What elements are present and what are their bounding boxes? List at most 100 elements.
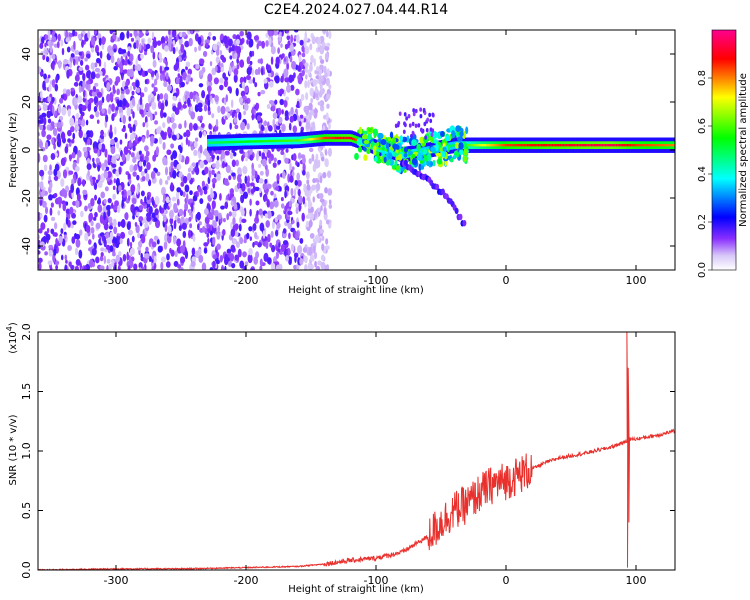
noise-dot	[221, 160, 226, 169]
noise-dot	[302, 156, 306, 165]
noise-dot	[99, 265, 105, 270]
line-core	[606, 144, 609, 147]
line-core	[303, 138, 307, 142]
noise-dot	[85, 146, 91, 152]
noise-dot	[145, 150, 150, 157]
upper-blob	[403, 122, 407, 128]
noise-dot	[206, 222, 210, 229]
noise-dot	[67, 108, 71, 117]
noise-dot	[91, 91, 97, 97]
noise-dot	[40, 51, 45, 56]
scatter-blob	[374, 156, 378, 162]
scatter-blob	[432, 159, 436, 167]
noise-dot	[197, 186, 202, 193]
noise-dot	[230, 221, 233, 230]
noise-dot	[63, 222, 67, 231]
noise-dot	[145, 30, 149, 35]
noise-dot	[289, 257, 292, 263]
line-core	[531, 144, 534, 147]
noise-dot	[140, 234, 146, 244]
noise-dot	[203, 242, 209, 247]
noise-dot	[39, 181, 44, 190]
noise-dot	[315, 153, 319, 162]
noise-dot	[184, 94, 188, 100]
noise-dot	[157, 245, 163, 253]
noise-dot	[262, 182, 268, 191]
noise-dot	[38, 104, 41, 110]
noise-dot	[320, 261, 326, 270]
noise-dot	[267, 257, 272, 265]
noise-dot	[308, 246, 313, 257]
noise-dot	[236, 45, 242, 55]
noise-dot	[301, 52, 306, 58]
noise-dot	[91, 248, 97, 256]
line-core	[501, 144, 505, 147]
line-core	[481, 144, 484, 147]
noise-dot	[307, 200, 313, 209]
noise-dot	[156, 40, 162, 46]
noise-dot	[250, 188, 255, 195]
noise-dot	[251, 113, 255, 121]
noise-dot	[300, 93, 305, 101]
noise-dot	[142, 159, 147, 167]
noise-dot	[54, 110, 57, 117]
noise-dot	[119, 112, 124, 118]
noise-dot	[122, 253, 127, 262]
line-core	[344, 136, 347, 140]
noise-dot	[278, 37, 282, 42]
noise-dot	[82, 80, 86, 89]
noise-dot	[141, 266, 146, 270]
noise-dot	[103, 171, 109, 179]
line-core	[534, 144, 537, 147]
line-core	[509, 144, 513, 147]
noise-dot	[60, 254, 64, 261]
noise-dot	[232, 217, 236, 226]
noise-dot	[275, 251, 280, 260]
noise-dot	[173, 235, 177, 245]
noise-dot	[68, 261, 72, 267]
upper-blob	[405, 116, 409, 121]
scatter-blob	[458, 142, 464, 150]
noise-dot	[242, 95, 247, 100]
noise-dot	[274, 75, 280, 84]
noise-dot	[288, 200, 293, 208]
noise-dot	[100, 252, 104, 257]
noise-dot	[290, 34, 294, 44]
noise-dot	[126, 251, 129, 261]
noise-dot	[304, 62, 309, 68]
noise-dot	[224, 76, 229, 82]
noise-dot	[224, 150, 230, 156]
noise-dot	[156, 127, 162, 134]
noise-dot	[204, 208, 209, 216]
noise-dot	[48, 244, 53, 249]
noise-dot	[163, 192, 166, 202]
noise-dot	[223, 80, 228, 88]
noise-dot	[41, 200, 47, 208]
noise-dot	[323, 65, 327, 74]
noise-dot	[180, 245, 185, 254]
line-core	[612, 144, 615, 147]
line-core	[242, 140, 246, 143]
scatter-blob	[450, 157, 454, 163]
line-core	[302, 138, 305, 142]
noise-dot	[198, 130, 203, 139]
noise-dot	[126, 30, 130, 39]
line-core	[210, 141, 213, 144]
noise-dot	[256, 210, 259, 216]
upper-blob	[426, 117, 430, 122]
scatter-blob	[441, 150, 446, 158]
noise-dot	[111, 259, 115, 268]
noise-dot	[231, 148, 236, 154]
noise-dot	[140, 190, 145, 197]
noise-dot	[304, 201, 307, 208]
snr-panel: -300 -200 -100 0 100 0.00.51.01.52.0 Height …	[5, 322, 676, 595]
noise-dot	[138, 267, 142, 270]
line-core	[497, 144, 500, 147]
noise-dot	[117, 221, 121, 228]
noise-dot	[90, 71, 96, 80]
noise-dot	[253, 35, 259, 41]
noise-dot	[261, 67, 264, 76]
line-core	[311, 137, 314, 141]
noise-dot	[294, 179, 298, 186]
scatter-blob	[407, 150, 413, 156]
